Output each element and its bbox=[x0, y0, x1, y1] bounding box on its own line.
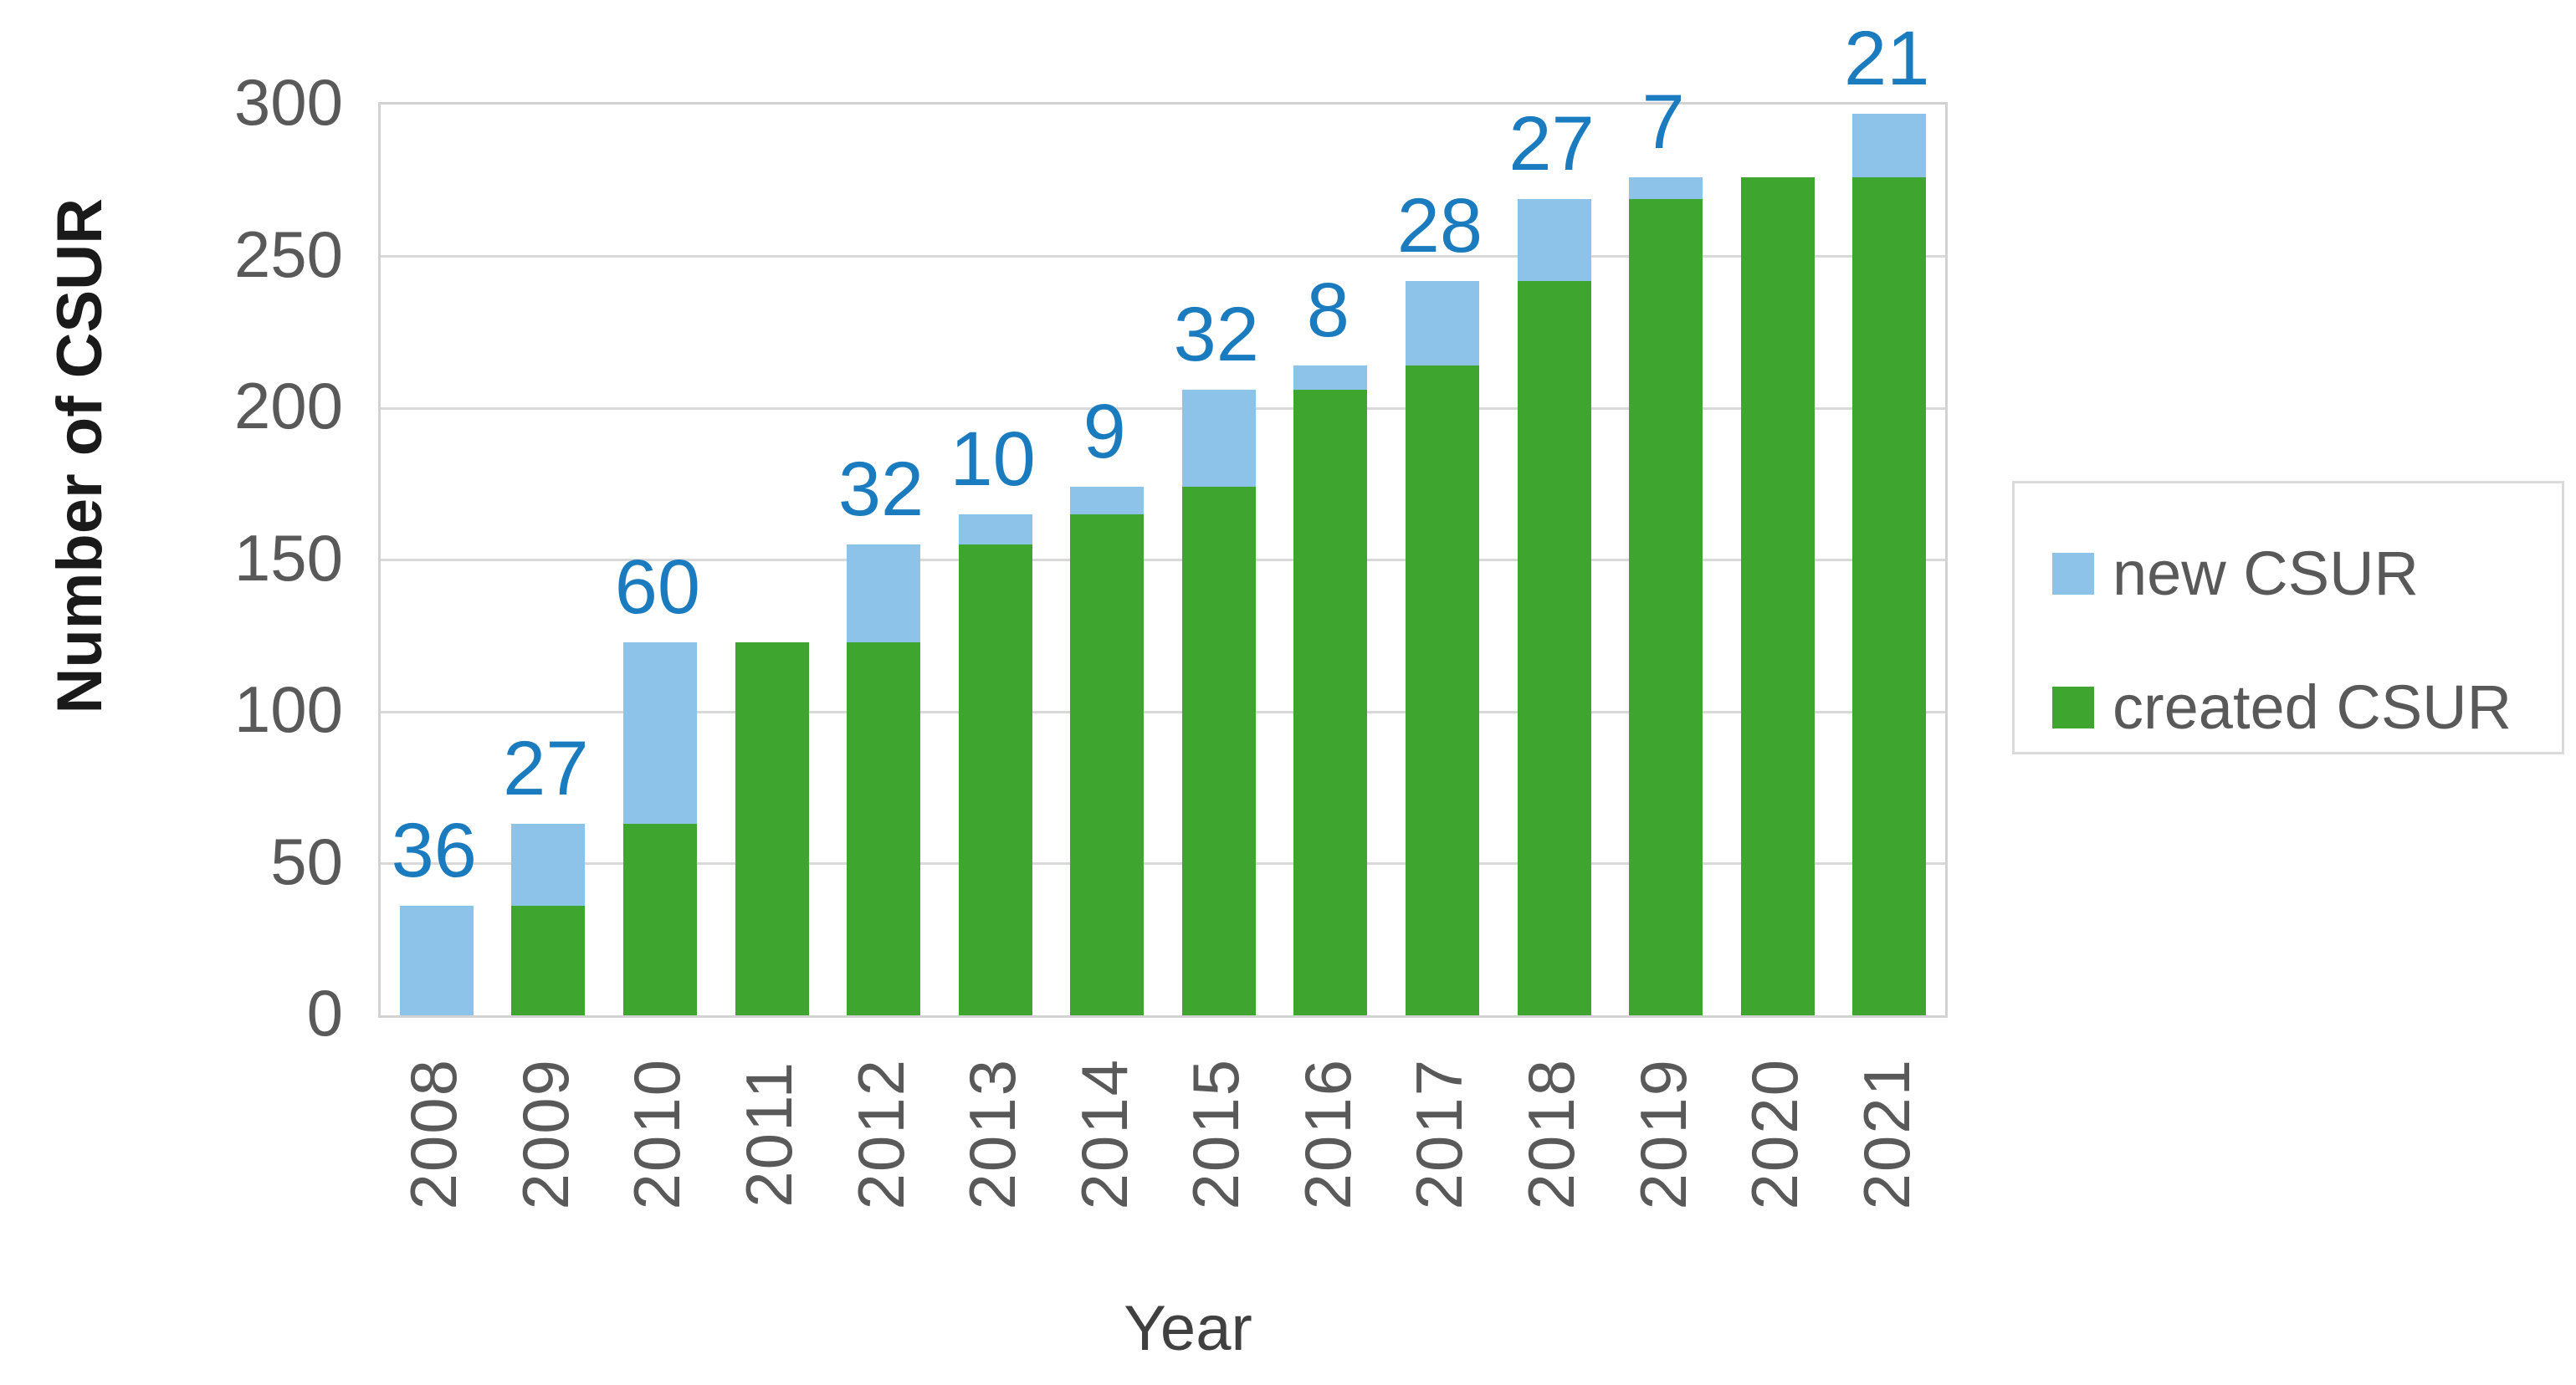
x-tick-label: 2015 bbox=[1179, 1057, 1253, 1210]
bar-2020-created-segment bbox=[1740, 177, 1815, 1015]
x-tick-2018: 2018 bbox=[1512, 1035, 1592, 1232]
gridline-100 bbox=[381, 710, 1945, 713]
bar-2012-new-segment bbox=[847, 544, 921, 642]
data-label-2017: 28 bbox=[1396, 182, 1483, 268]
y-tick-0: 0 bbox=[306, 976, 343, 1050]
y-tick-300: 300 bbox=[233, 65, 343, 139]
x-tick-label: 2009 bbox=[508, 1057, 582, 1210]
y-tick-50: 50 bbox=[270, 824, 343, 898]
x-tick-2021: 2021 bbox=[1846, 1035, 1927, 1232]
bar-2018-created-segment bbox=[1517, 280, 1591, 1015]
bar-2014-created-segment bbox=[1070, 514, 1145, 1015]
x-tick-2011: 2011 bbox=[730, 1035, 810, 1232]
legend-swatch-created-csur bbox=[2052, 686, 2094, 728]
bar-2017-new-segment bbox=[1405, 280, 1479, 366]
x-tick-2019: 2019 bbox=[1623, 1035, 1703, 1232]
legend-label-created-csur: created CSUR bbox=[2113, 672, 2512, 742]
legend-swatch-new-csur bbox=[2052, 552, 2094, 595]
x-tick-2013: 2013 bbox=[953, 1035, 1033, 1232]
bar-2019-created-segment bbox=[1629, 198, 1703, 1015]
bar-2013-created-segment bbox=[958, 544, 1032, 1015]
x-tick-label: 2020 bbox=[1738, 1057, 1812, 1210]
data-label-2021: 21 bbox=[1844, 15, 1930, 101]
x-tick-label: 2017 bbox=[1402, 1057, 1477, 1210]
data-label-2019: 7 bbox=[1641, 79, 1685, 166]
legend-item-new-csur: new CSUR bbox=[2052, 538, 2419, 609]
data-label-2010: 60 bbox=[614, 544, 701, 630]
bar-2021-new-segment bbox=[1852, 113, 1927, 178]
bar-2017-created-segment bbox=[1405, 365, 1479, 1015]
bar-2009-new-segment bbox=[511, 824, 586, 907]
x-tick-label: 2018 bbox=[1514, 1057, 1588, 1210]
bar-2012-created-segment bbox=[847, 641, 921, 1015]
y-tick-100: 100 bbox=[233, 672, 343, 746]
bar-2014-new-segment bbox=[1070, 487, 1145, 515]
data-label-2018: 27 bbox=[1508, 100, 1595, 187]
legend-item-created-csur: created CSUR bbox=[2052, 672, 2512, 743]
bar-2010-created-segment bbox=[622, 824, 697, 1015]
y-tick-200: 200 bbox=[233, 369, 343, 442]
data-label-2016: 8 bbox=[1306, 268, 1349, 354]
data-label-2008: 36 bbox=[391, 808, 477, 894]
gridline-50 bbox=[381, 862, 1945, 865]
x-tick-label: 2014 bbox=[1067, 1057, 1141, 1210]
y-tick-150: 150 bbox=[233, 520, 343, 595]
gridline-200 bbox=[381, 406, 1945, 410]
gridline-250 bbox=[381, 255, 1945, 258]
x-tick-label: 2008 bbox=[397, 1057, 471, 1210]
bar-2015-created-segment bbox=[1181, 487, 1256, 1015]
x-tick-label: 2016 bbox=[1290, 1057, 1365, 1210]
data-label-2012: 32 bbox=[837, 447, 924, 533]
x-tick-2017: 2017 bbox=[1400, 1035, 1480, 1232]
x-tick-2014: 2014 bbox=[1064, 1035, 1145, 1232]
bar-2010-new-segment bbox=[622, 641, 697, 825]
bar-2019-new-segment bbox=[1629, 177, 1703, 199]
x-tick-2015: 2015 bbox=[1176, 1035, 1257, 1232]
x-tick-2016: 2016 bbox=[1288, 1035, 1368, 1232]
x-tick-label: 2019 bbox=[1626, 1057, 1700, 1210]
bar-2009-created-segment bbox=[511, 906, 586, 1015]
gridline-150 bbox=[381, 559, 1945, 561]
plot-area bbox=[378, 102, 1948, 1018]
x-tick-label: 2010 bbox=[620, 1057, 694, 1210]
data-label-2014: 9 bbox=[1083, 389, 1126, 475]
legend: new CSUR created CSUR bbox=[2012, 481, 2564, 754]
bar-2016-created-segment bbox=[1293, 390, 1368, 1015]
bar-2013-new-segment bbox=[958, 514, 1032, 545]
x-tick-2020: 2020 bbox=[1735, 1035, 1815, 1232]
x-tick-2009: 2009 bbox=[505, 1035, 586, 1232]
x-tick-label: 2012 bbox=[843, 1057, 918, 1210]
x-tick-label: 2013 bbox=[955, 1057, 1030, 1210]
x-tick-2008: 2008 bbox=[394, 1035, 474, 1232]
data-label-2009: 27 bbox=[503, 726, 589, 812]
x-axis-title: Year bbox=[1124, 1293, 1252, 1364]
bar-2011-created-segment bbox=[735, 641, 809, 1015]
data-label-2015: 32 bbox=[1173, 292, 1259, 378]
legend-label-new-csur: new CSUR bbox=[2113, 539, 2419, 608]
bar-2015-new-segment bbox=[1181, 390, 1256, 488]
x-tick-label: 2011 bbox=[732, 1060, 806, 1208]
bar-2008-new-segment bbox=[399, 906, 474, 1015]
bar-2016-new-segment bbox=[1293, 365, 1368, 391]
x-tick-label: 2021 bbox=[1849, 1057, 1923, 1210]
bar-2018-new-segment bbox=[1517, 198, 1591, 281]
y-tick-250: 250 bbox=[233, 217, 343, 291]
x-tick-2010: 2010 bbox=[617, 1035, 698, 1232]
bar-2021-created-segment bbox=[1852, 177, 1927, 1015]
data-label-2013: 10 bbox=[950, 417, 1036, 503]
x-tick-2012: 2012 bbox=[841, 1035, 921, 1232]
